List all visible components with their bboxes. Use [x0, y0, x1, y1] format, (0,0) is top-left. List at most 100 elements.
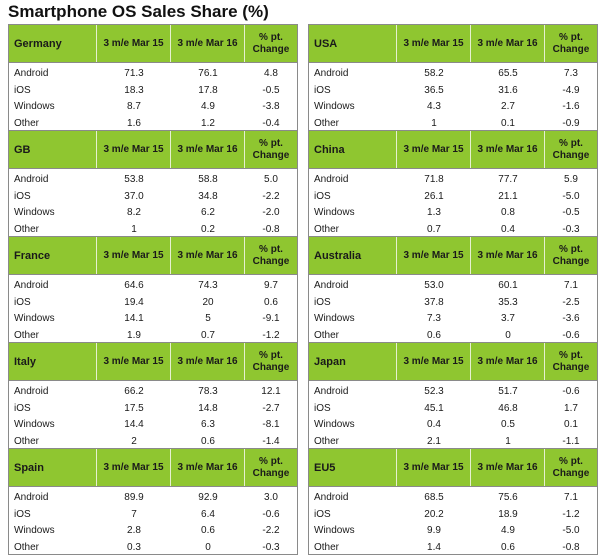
os-label: Windows — [314, 419, 355, 430]
header-divider — [309, 486, 597, 488]
os-label: Other — [314, 435, 340, 447]
column-header: % pt. Change — [545, 131, 597, 168]
value-mar-16: 0.2 — [201, 223, 215, 235]
column-header: 3 m/e Mar 16 — [171, 131, 245, 168]
value-mar-15: 71.8 — [424, 174, 444, 185]
value-mar-15: 7.3 — [427, 313, 441, 324]
os-label: Other — [314, 223, 340, 235]
value-mar-16: 17.8 — [198, 84, 218, 96]
table-header: Japan 3 m/e Mar 15 3 m/e Mar 16% pt. Chang… — [309, 343, 597, 380]
table-header: Italy 3 m/e Mar 15 3 m/e Mar 16% pt. Chang… — [9, 343, 297, 380]
table-row: iOS 26.1 21.1 -5.0 — [309, 188, 597, 205]
value-mar-15: 2.8 — [127, 525, 141, 536]
region-name: EU5 — [309, 449, 397, 486]
column-header: 3 m/e Mar 16 — [171, 343, 245, 380]
value-mar-15: 37.8 — [424, 296, 444, 308]
pt-change: -4.9 — [562, 84, 580, 96]
pt-change: -2.2 — [262, 525, 280, 536]
value-mar-16: 31.6 — [498, 84, 518, 96]
column-header: 3 m/e Mar 16 — [471, 343, 545, 380]
pt-change: -0.6 — [562, 386, 580, 397]
table-row: iOS 7 6.4 -0.6 — [9, 506, 297, 523]
column-header: 3 m/e Mar 15 — [97, 25, 171, 62]
os-label: Android — [14, 492, 49, 503]
table-row: Android 71.8 77.7 5.9 — [309, 171, 597, 188]
column-header: 3 m/e Mar 15 — [397, 131, 471, 168]
value-mar-15: 14.4 — [124, 419, 144, 430]
table-row: Other 0.7 0.4 -0.3 — [309, 221, 597, 238]
value-mar-15: 1.3 — [427, 207, 441, 218]
value-mar-15: 45.1 — [424, 402, 444, 414]
table-row: Windows 14.1 5 -9.1 — [9, 310, 297, 327]
os-label: Android — [314, 174, 349, 185]
value-mar-16: 0 — [505, 329, 511, 341]
region-name: China — [309, 131, 397, 168]
value-mar-15: 1 — [131, 223, 137, 235]
pt-change: -1.4 — [262, 435, 280, 447]
table-row: iOS 20.2 18.9 -1.2 — [309, 506, 597, 523]
os-label: iOS — [14, 84, 31, 96]
table-header: GB 3 m/e Mar 15 3 m/e Mar 16% pt. Change — [9, 131, 297, 168]
value-mar-16: 20 — [202, 296, 214, 308]
table-row: Android 53.0 60.1 7.1 — [309, 277, 597, 294]
table-spain: Spain 3 m/e Mar 15 3 m/e Mar 16% pt. Chang… — [8, 448, 298, 555]
value-mar-16: 0.6 — [201, 435, 215, 447]
value-mar-15: 1 — [431, 117, 437, 129]
region-name: Australia — [309, 237, 397, 274]
os-label: Other — [14, 329, 40, 341]
column-header: % pt. Change — [545, 237, 597, 274]
column-header: 3 m/e Mar 15 — [397, 237, 471, 274]
os-label: iOS — [14, 508, 31, 520]
value-mar-15: 2 — [131, 435, 137, 447]
value-mar-15: 53.8 — [124, 174, 144, 185]
value-mar-15: 4.3 — [427, 101, 441, 112]
pt-change: 5.0 — [264, 174, 278, 185]
table-row: iOS 45.1 46.8 1.7 — [309, 400, 597, 417]
column-header: 3 m/e Mar 16 — [471, 449, 545, 486]
table-row: Windows 1.3 0.8 -0.5 — [309, 204, 597, 221]
value-mar-15: 20.2 — [424, 508, 444, 520]
value-mar-16: 14.8 — [198, 402, 218, 414]
table-row: iOS 17.5 14.8 -2.7 — [9, 400, 297, 417]
table-header: Spain 3 m/e Mar 15 3 m/e Mar 16% pt. Chang… — [9, 449, 297, 486]
value-mar-15: 37.0 — [124, 190, 144, 202]
column-header: 3 m/e Mar 15 — [397, 25, 471, 62]
pt-change: -5.0 — [562, 525, 580, 536]
table-italy: Italy 3 m/e Mar 15 3 m/e Mar 16% pt. Chang… — [8, 342, 298, 449]
pt-change: -9.1 — [262, 313, 280, 324]
table-row: Other 1.4 0.6 -0.8 — [309, 539, 597, 556]
table-row: Other 1 0.1 -0.9 — [309, 115, 597, 132]
table-row: Android 53.8 58.8 5.0 — [9, 171, 297, 188]
pt-change: -0.8 — [262, 223, 280, 235]
table-header: USA 3 m/e Mar 15 3 m/e Mar 16% pt. Change — [309, 25, 597, 62]
table-row: Windows 4.3 2.7 -1.6 — [309, 98, 597, 115]
header-divider — [9, 380, 297, 382]
value-mar-16: 6.2 — [201, 207, 215, 218]
table-row: Windows 8.7 4.9 -3.8 — [9, 98, 297, 115]
pt-change: -0.5 — [562, 207, 580, 218]
column-header: % pt. Change — [245, 131, 297, 168]
table-row: iOS 37.0 34.8 -2.2 — [9, 188, 297, 205]
value-mar-16: 34.8 — [198, 190, 218, 202]
pt-change: 7.3 — [564, 68, 578, 79]
os-label: Windows — [14, 419, 55, 430]
pt-change: -3.8 — [262, 101, 280, 112]
header-divider — [9, 62, 297, 64]
value-mar-15: 0.4 — [427, 419, 441, 430]
value-mar-16: 78.3 — [198, 386, 218, 397]
value-mar-16: 77.7 — [498, 174, 518, 185]
region-name: Spain — [9, 449, 97, 486]
table-row: Other 1.9 0.7 -1.2 — [9, 327, 297, 344]
pt-change: -0.3 — [262, 541, 280, 553]
value-mar-16: 18.9 — [498, 508, 518, 520]
region-name: Japan — [309, 343, 397, 380]
value-mar-15: 8.7 — [127, 101, 141, 112]
table-header: China 3 m/e Mar 15 3 m/e Mar 16% pt. Chang… — [309, 131, 597, 168]
value-mar-16: 0.8 — [501, 207, 515, 218]
value-mar-16: 6.3 — [201, 419, 215, 430]
value-mar-15: 7 — [131, 508, 137, 520]
value-mar-15: 1.9 — [127, 329, 141, 341]
table-row: iOS 19.4 20 0.6 — [9, 294, 297, 311]
os-label: Android — [14, 68, 49, 79]
value-mar-15: 0.3 — [127, 541, 141, 553]
